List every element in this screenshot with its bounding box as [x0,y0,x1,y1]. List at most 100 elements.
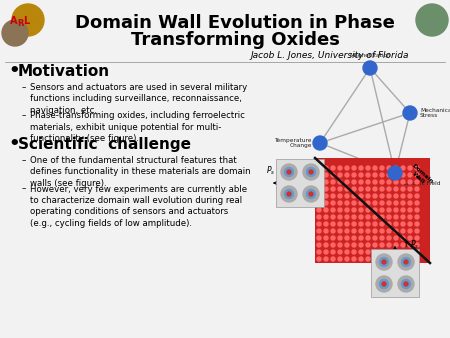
Circle shape [373,194,377,198]
Circle shape [380,187,384,191]
Circle shape [306,190,315,198]
Circle shape [415,215,419,219]
Circle shape [380,173,384,177]
Circle shape [387,194,391,198]
Circle shape [415,201,419,205]
Circle shape [401,215,405,219]
Circle shape [380,166,384,170]
Circle shape [373,257,377,261]
Circle shape [338,166,342,170]
Circle shape [324,201,328,205]
Circle shape [380,257,384,261]
Circle shape [324,187,328,191]
Circle shape [415,208,419,212]
Circle shape [317,166,321,170]
Circle shape [403,106,417,120]
Circle shape [387,215,391,219]
Circle shape [345,187,349,191]
Circle shape [324,173,328,177]
Circle shape [408,201,412,205]
Circle shape [394,236,398,240]
Circle shape [394,257,398,261]
Circle shape [359,250,363,254]
Circle shape [331,250,335,254]
Circle shape [287,170,291,174]
Circle shape [408,250,412,254]
Circle shape [373,222,377,226]
Circle shape [380,201,384,205]
Circle shape [394,173,398,177]
Circle shape [345,208,349,212]
Bar [315,158,430,263]
Circle shape [401,280,410,289]
Circle shape [401,208,405,212]
Circle shape [408,243,412,247]
Circle shape [352,201,356,205]
Circle shape [408,180,412,184]
Circle shape [359,208,363,212]
Circle shape [287,192,291,196]
Text: Motivation: Motivation [18,64,110,78]
Text: •: • [8,135,20,153]
Circle shape [394,250,398,254]
Circle shape [338,201,342,205]
Bar [276,159,324,207]
Circle shape [345,166,349,170]
Text: One of the fundamental structural features that
defines functionality in these m: One of the fundamental structural featur… [30,156,251,188]
Circle shape [394,229,398,233]
Circle shape [352,250,356,254]
Circle shape [331,208,335,212]
Text: Domain Wall Evolution in Phase: Domain Wall Evolution in Phase [75,14,395,32]
Circle shape [324,215,328,219]
Circle shape [401,250,405,254]
Circle shape [324,243,328,247]
Circle shape [359,173,363,177]
Text: Jacob L. Jones, University of Florida: Jacob L. Jones, University of Florida [251,51,409,61]
Text: A: A [10,16,18,26]
Circle shape [317,250,321,254]
Circle shape [331,229,335,233]
Circle shape [373,236,377,240]
Circle shape [380,215,384,219]
Circle shape [317,236,321,240]
Circle shape [317,194,321,198]
Circle shape [352,173,356,177]
Circle shape [359,229,363,233]
Circle shape [359,180,363,184]
Circle shape [317,201,321,205]
Circle shape [382,260,386,264]
Circle shape [373,173,377,177]
Circle shape [352,229,356,233]
Circle shape [401,258,410,266]
Circle shape [338,173,342,177]
Circle shape [382,282,386,286]
Circle shape [394,243,398,247]
Circle shape [366,201,370,205]
Text: $P_s$: $P_s$ [266,165,276,177]
Circle shape [352,222,356,226]
Circle shape [415,173,419,177]
Circle shape [324,208,328,212]
Circle shape [376,254,392,270]
Circle shape [345,194,349,198]
Circle shape [359,194,363,198]
Circle shape [373,187,377,191]
Circle shape [345,173,349,177]
Circle shape [415,257,419,261]
Circle shape [366,187,370,191]
Circle shape [331,243,335,247]
Circle shape [317,257,321,261]
Circle shape [366,215,370,219]
Circle shape [387,250,391,254]
Circle shape [345,201,349,205]
Circle shape [345,229,349,233]
Circle shape [359,187,363,191]
Circle shape [331,236,335,240]
Circle shape [317,243,321,247]
Circle shape [317,208,321,212]
Circle shape [408,257,412,261]
Text: Phase-transforming oxides, including ferroelectric
materials, exhibit unique pot: Phase-transforming oxides, including fer… [30,112,245,143]
Circle shape [12,4,44,36]
Circle shape [352,215,356,219]
Text: L: L [23,16,29,26]
